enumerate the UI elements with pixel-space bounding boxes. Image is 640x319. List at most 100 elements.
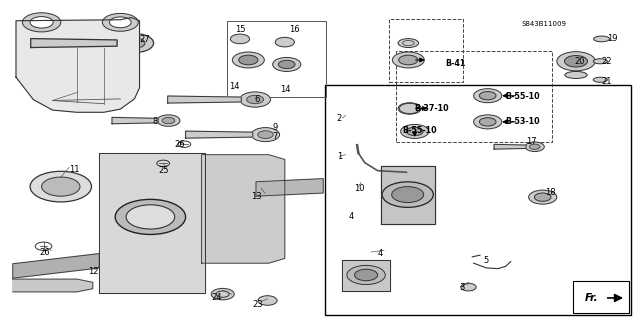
Polygon shape [13, 279, 93, 292]
Ellipse shape [593, 36, 609, 42]
Text: 22: 22 [602, 57, 612, 66]
Text: 26: 26 [174, 140, 185, 149]
Circle shape [157, 115, 180, 126]
Text: 16: 16 [289, 25, 300, 34]
Text: 13: 13 [251, 192, 262, 201]
Text: B-37-10: B-37-10 [415, 104, 449, 113]
Circle shape [258, 296, 277, 305]
Text: 23: 23 [253, 300, 264, 309]
Text: 12: 12 [88, 267, 99, 276]
Circle shape [232, 52, 264, 68]
Polygon shape [48, 181, 54, 192]
Polygon shape [16, 18, 140, 112]
Text: 17: 17 [526, 137, 537, 146]
Circle shape [479, 92, 496, 100]
Ellipse shape [398, 39, 419, 48]
Text: 14: 14 [229, 82, 239, 91]
Circle shape [115, 33, 154, 53]
Bar [227, 21, 326, 97]
Circle shape [474, 115, 502, 129]
Circle shape [529, 144, 540, 149]
Text: 26: 26 [40, 248, 51, 257]
Circle shape [525, 142, 545, 152]
Polygon shape [168, 96, 241, 103]
Polygon shape [13, 254, 99, 278]
Circle shape [392, 52, 424, 68]
Polygon shape [202, 155, 285, 263]
Text: 25: 25 [159, 166, 169, 175]
Text: S843B11009: S843B11009 [522, 21, 566, 27]
Polygon shape [494, 144, 526, 149]
Text: 8: 8 [152, 117, 157, 126]
Circle shape [401, 124, 429, 138]
Circle shape [240, 92, 271, 107]
Ellipse shape [593, 77, 607, 82]
Text: 19: 19 [607, 34, 617, 43]
Circle shape [529, 190, 557, 204]
Polygon shape [342, 260, 390, 291]
Text: B-55-10: B-55-10 [506, 92, 540, 101]
Circle shape [30, 17, 53, 28]
Text: 15: 15 [236, 25, 246, 34]
Circle shape [211, 288, 234, 300]
Circle shape [278, 60, 295, 69]
Bar [389, 19, 463, 82]
Text: 3: 3 [460, 283, 465, 292]
Circle shape [382, 182, 433, 207]
Text: 27: 27 [140, 35, 150, 44]
Circle shape [246, 95, 264, 104]
Text: 4: 4 [349, 212, 354, 221]
Text: 9: 9 [273, 123, 278, 132]
Text: 2: 2 [337, 114, 342, 122]
Text: 18: 18 [545, 188, 556, 197]
Circle shape [392, 187, 424, 203]
Circle shape [239, 55, 258, 65]
Polygon shape [256, 179, 323, 196]
Text: 4: 4 [378, 249, 383, 258]
Circle shape [22, 13, 61, 32]
Circle shape [534, 193, 551, 201]
Circle shape [406, 127, 423, 136]
Text: 5: 5 [483, 256, 488, 265]
Text: B-55-10: B-55-10 [402, 126, 436, 135]
Text: 24: 24 [211, 293, 221, 302]
Polygon shape [99, 153, 205, 293]
Text: 10: 10 [355, 184, 365, 193]
Polygon shape [381, 166, 435, 224]
Circle shape [124, 38, 145, 48]
Text: B-41: B-41 [445, 59, 465, 68]
Polygon shape [186, 131, 253, 138]
Circle shape [399, 55, 418, 65]
Ellipse shape [593, 59, 607, 64]
Circle shape [258, 131, 273, 138]
Text: 21: 21 [602, 77, 612, 86]
Text: 1: 1 [337, 152, 342, 161]
Circle shape [347, 265, 385, 285]
Circle shape [355, 269, 378, 281]
Circle shape [115, 199, 186, 234]
Text: 14: 14 [280, 85, 291, 94]
Circle shape [42, 177, 80, 196]
Text: B-53-10: B-53-10 [506, 117, 540, 126]
Text: 7: 7 [273, 132, 278, 141]
Text: 20: 20 [575, 57, 585, 66]
Text: 6: 6 [255, 95, 260, 104]
Circle shape [564, 56, 588, 67]
Circle shape [126, 205, 175, 229]
Circle shape [461, 283, 476, 291]
Ellipse shape [564, 71, 588, 78]
Circle shape [557, 52, 595, 71]
Polygon shape [31, 39, 117, 48]
Bar [573, 281, 629, 313]
Polygon shape [112, 117, 158, 124]
Circle shape [162, 117, 175, 124]
Text: 11: 11 [69, 165, 79, 174]
Circle shape [398, 103, 421, 114]
Circle shape [102, 13, 138, 31]
Circle shape [252, 128, 280, 142]
Circle shape [273, 57, 301, 71]
Circle shape [479, 118, 496, 126]
Bar [396, 51, 552, 142]
Circle shape [109, 17, 131, 28]
Text: Fr.: Fr. [584, 293, 598, 303]
